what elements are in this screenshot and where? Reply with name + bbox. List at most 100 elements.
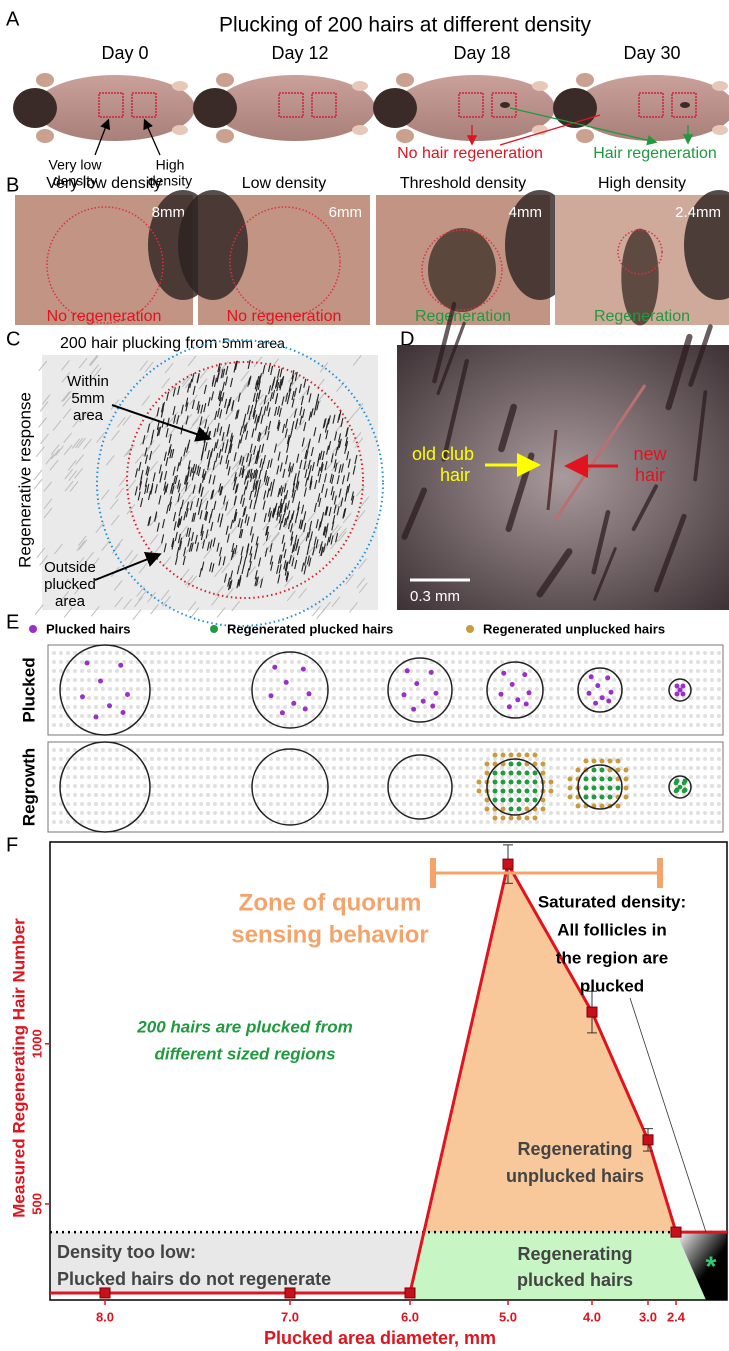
- follicle: [647, 705, 651, 709]
- follicle: [647, 820, 651, 824]
- follicle: [416, 766, 420, 770]
- follicle: [423, 748, 427, 752]
- follicle: [528, 748, 532, 752]
- follicle: [444, 793, 448, 797]
- label: Plucked area diameter, mm: [264, 1328, 496, 1348]
- follicle: [157, 757, 161, 761]
- follicle: [535, 757, 539, 761]
- follicle: [171, 748, 175, 752]
- follicle: [220, 714, 224, 718]
- label: No regeneration: [227, 308, 342, 325]
- follicle: [213, 651, 217, 655]
- follicle: [549, 784, 553, 788]
- mouse-ear: [36, 129, 54, 143]
- label: Saturated density:: [538, 892, 686, 911]
- follicle: [689, 651, 693, 655]
- follicle: [80, 678, 84, 682]
- follicle: [367, 651, 371, 655]
- follicle: [682, 766, 686, 770]
- follicle: [563, 820, 567, 824]
- follicle: [157, 651, 161, 655]
- follicle: [626, 696, 630, 700]
- follicle: [262, 651, 266, 655]
- follicle: [192, 687, 196, 691]
- follicle: [675, 748, 679, 752]
- follicle: [703, 723, 707, 727]
- label: unplucked hairs: [506, 1166, 644, 1186]
- follicle: [668, 820, 672, 824]
- follicle: [633, 757, 637, 761]
- regrown-unplucked: [477, 789, 482, 794]
- follicle: [451, 723, 455, 727]
- follicle: [206, 723, 210, 727]
- follicle: [507, 687, 511, 691]
- follicle: [472, 723, 476, 727]
- follicle: [598, 660, 602, 664]
- follicle: [185, 714, 189, 718]
- follicle: [612, 678, 616, 682]
- follicle: [696, 696, 700, 700]
- follicle: [563, 784, 567, 788]
- follicle: [395, 775, 399, 779]
- follicle: [633, 784, 637, 788]
- follicle: [122, 705, 126, 709]
- follicle: [626, 705, 630, 709]
- regrown-plucked: [600, 768, 605, 773]
- follicle: [129, 775, 133, 779]
- follicle: [157, 811, 161, 815]
- follicle: [59, 820, 63, 824]
- follicle: [423, 811, 427, 815]
- follicle: [409, 714, 413, 718]
- follicle: [402, 793, 406, 797]
- follicle: [199, 811, 203, 815]
- follicle: [430, 775, 434, 779]
- follicle: [416, 723, 420, 727]
- follicle: [178, 775, 182, 779]
- follicle: [710, 757, 714, 761]
- fur: [317, 609, 325, 619]
- follicle: [80, 784, 84, 788]
- follicle: [241, 678, 245, 682]
- follicle: [346, 766, 350, 770]
- follicle: [178, 748, 182, 752]
- follicle: [59, 811, 63, 815]
- follicle: [647, 678, 651, 682]
- follicle: [535, 784, 539, 788]
- follicle: [703, 775, 707, 779]
- follicle: [332, 793, 336, 797]
- fur: [133, 610, 141, 620]
- mouse-head: [13, 88, 57, 128]
- follicle: [654, 793, 658, 797]
- follicle: [276, 660, 280, 664]
- follicle: [248, 678, 252, 682]
- follicle: [444, 678, 448, 682]
- mouse-ear: [396, 129, 414, 143]
- follicle: [311, 775, 315, 779]
- follicle: [136, 811, 140, 815]
- follicle: [143, 651, 147, 655]
- plucked-dot: [434, 691, 439, 696]
- regrown-plucked: [525, 798, 530, 803]
- follicle: [647, 714, 651, 718]
- follicle: [325, 811, 329, 815]
- follicle: [668, 811, 672, 815]
- follicle: [339, 784, 343, 788]
- follicle: [612, 820, 616, 824]
- data-point: [405, 1288, 415, 1298]
- regrown-plucked: [600, 777, 605, 782]
- follicle: [52, 660, 56, 664]
- follicle: [556, 723, 560, 727]
- follicle: [73, 687, 77, 691]
- follicle: [675, 669, 679, 673]
- follicle: [94, 820, 98, 824]
- follicle: [220, 723, 224, 727]
- follicle: [584, 714, 588, 718]
- follicle: [423, 802, 427, 806]
- follicle: [234, 723, 238, 727]
- follicle: [283, 820, 287, 824]
- follicle: [318, 660, 322, 664]
- regrown-plucked: [517, 780, 522, 785]
- follicle: [332, 651, 336, 655]
- follicle: [458, 723, 462, 727]
- follicle: [710, 660, 714, 664]
